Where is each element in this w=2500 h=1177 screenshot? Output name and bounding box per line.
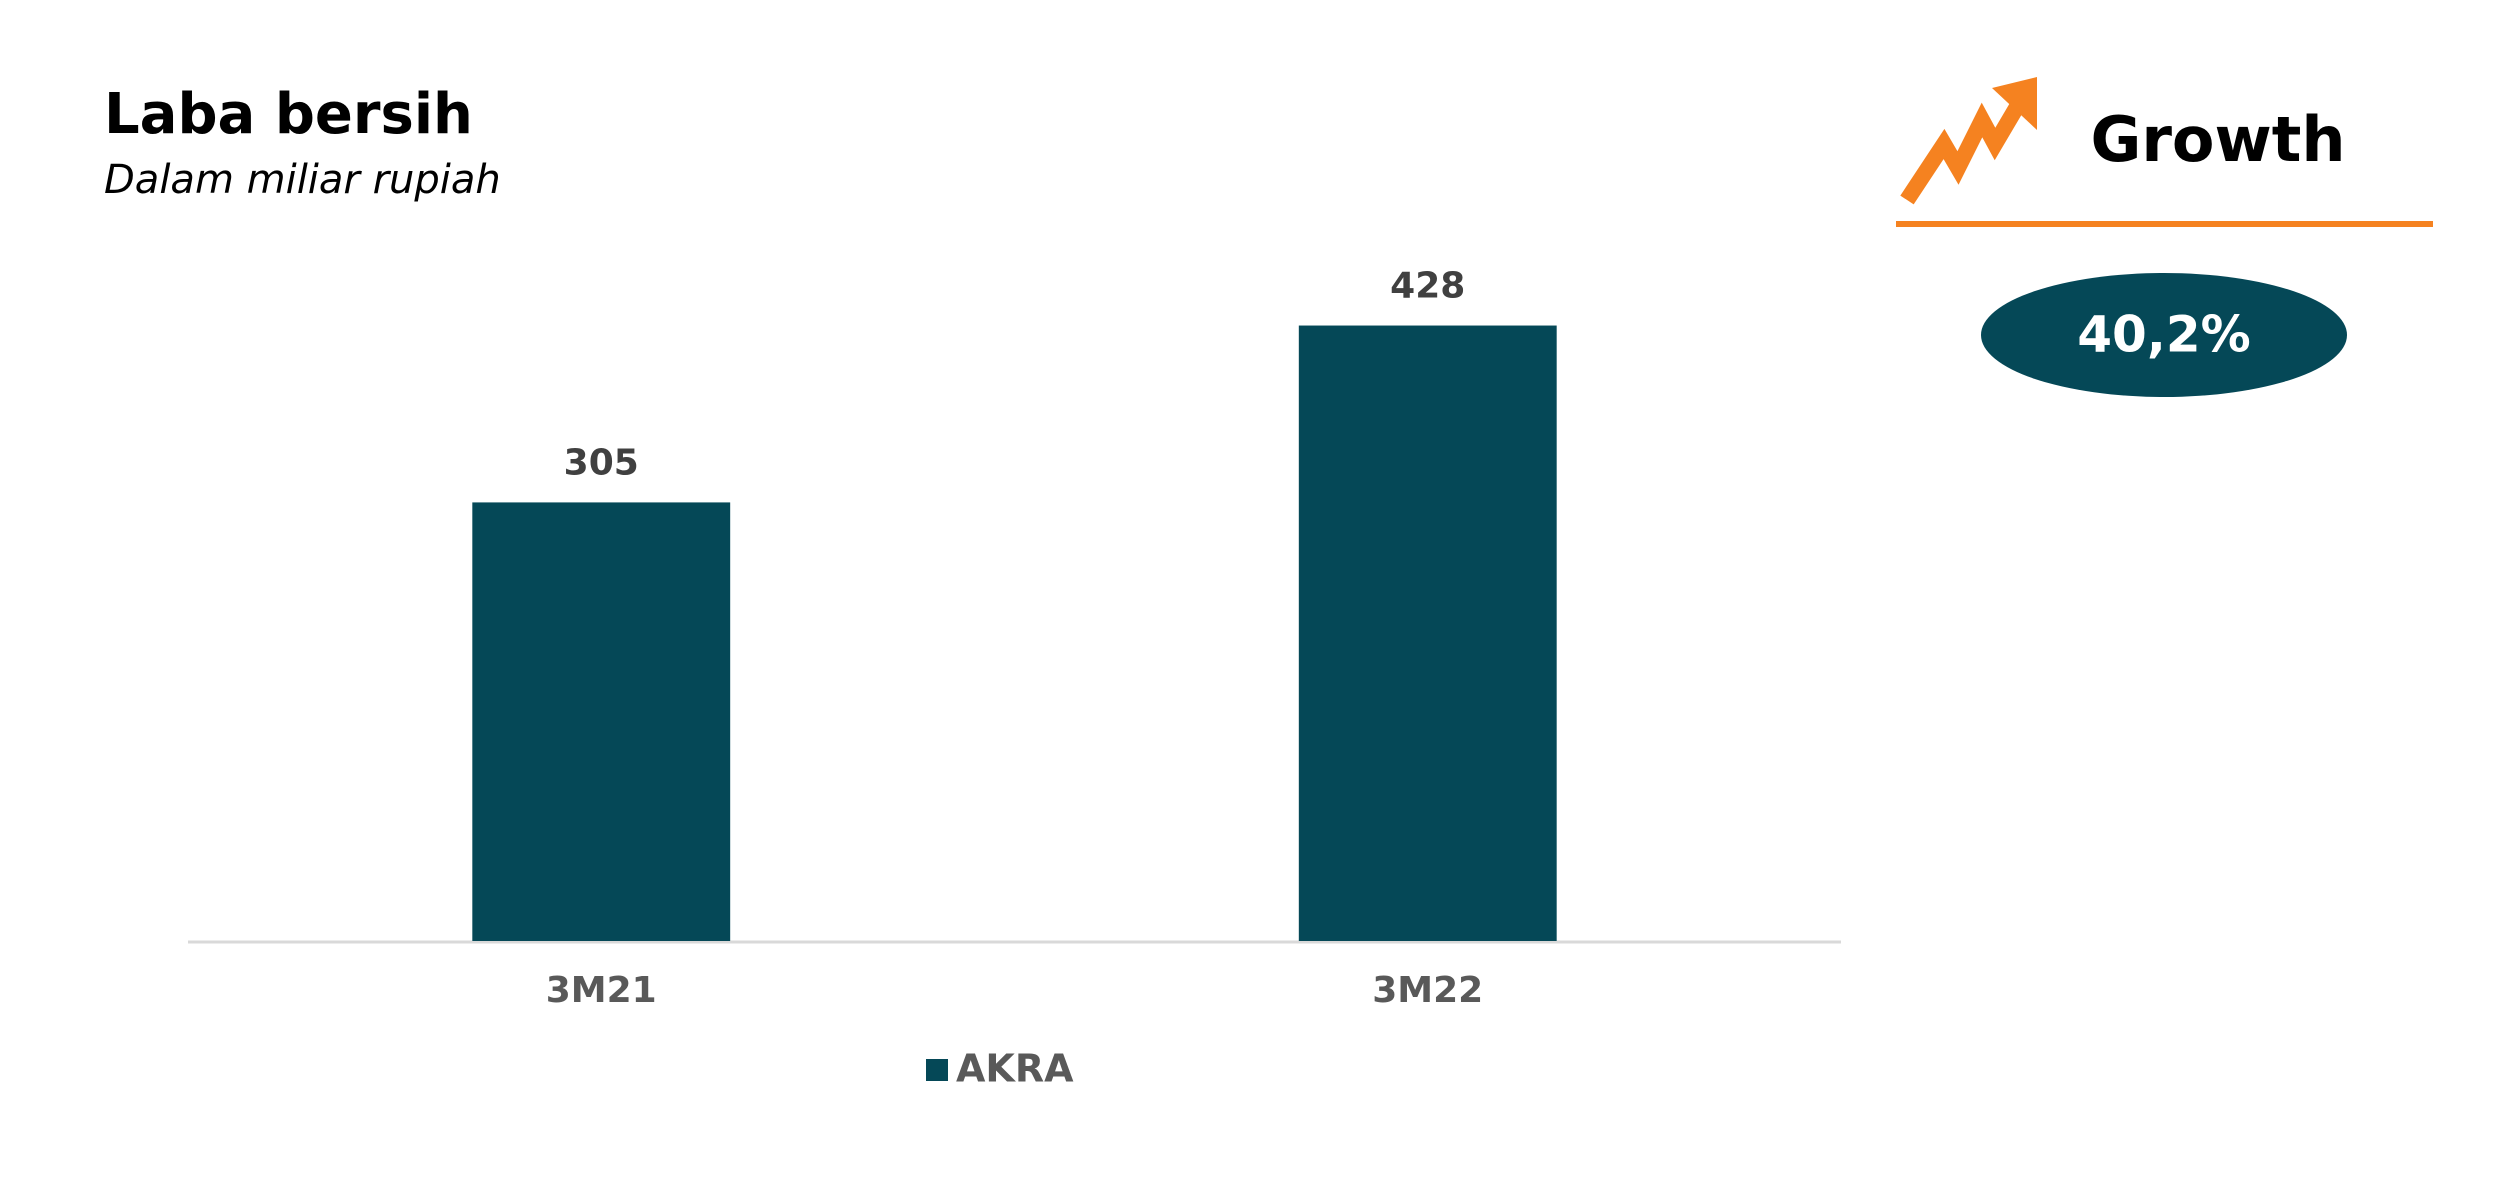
chart-title: Laba bersih xyxy=(104,82,473,147)
data-label: 428 xyxy=(1390,266,1465,307)
growth-icon xyxy=(1900,100,2025,205)
bar xyxy=(1298,325,1557,941)
growth-panel: Growth xyxy=(1896,77,2433,227)
data-label: 305 xyxy=(564,442,639,483)
x-tick-label: 3M22 xyxy=(1372,970,1483,1011)
bar xyxy=(472,502,731,941)
chart-subtitle: Dalam miliar rupiah xyxy=(104,157,501,203)
growth-value: 40,2% xyxy=(2077,306,2250,364)
legend-swatch xyxy=(926,1059,948,1081)
growth-badge xyxy=(1981,273,2347,397)
legend-label: AKRA xyxy=(956,1047,1074,1091)
x-tick-label: 3M21 xyxy=(546,970,657,1011)
growth-icon-head xyxy=(1992,77,2037,130)
growth-title: Growth xyxy=(2090,103,2345,176)
